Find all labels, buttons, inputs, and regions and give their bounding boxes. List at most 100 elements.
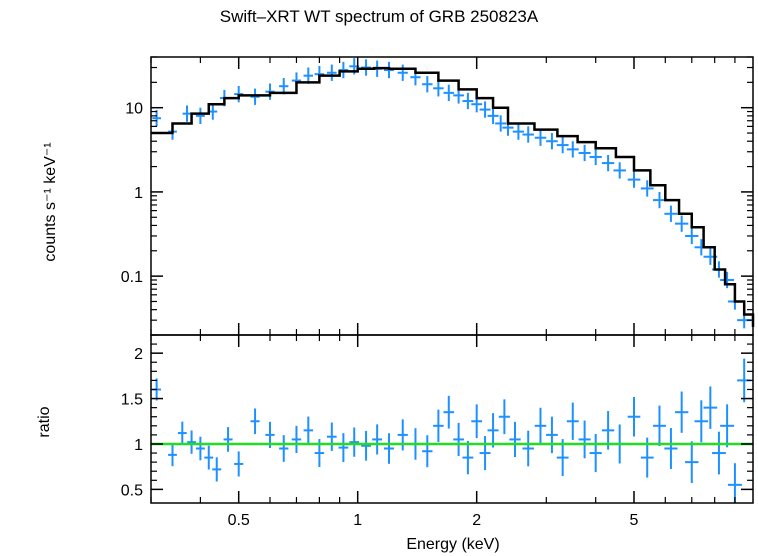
- spectrum-data-point: [601, 154, 615, 172]
- ratio-data-point: [534, 407, 547, 444]
- spectrum-data-point: [479, 101, 491, 118]
- ratio-data-point: [279, 435, 289, 462]
- ratio-data-point: [479, 436, 491, 471]
- spectrum-data-point: [627, 171, 641, 188]
- spectrum-data-point: [522, 126, 534, 143]
- spectrum-model-curve: [151, 66, 755, 327]
- ratio-data-point: [303, 416, 314, 445]
- spectrum-data-point: [462, 92, 474, 110]
- spectrum-data-point: [613, 162, 626, 179]
- spectrum-data-point: [152, 110, 161, 127]
- spectrum-data-point: [664, 205, 678, 222]
- spectrum-data-point: [422, 76, 433, 93]
- ratio-data-point: [664, 428, 678, 469]
- ratio-data-point: [487, 413, 499, 448]
- ratio-data-point: [223, 427, 233, 452]
- ratio-data-point: [546, 416, 558, 454]
- spectrum-data-point: [566, 141, 579, 158]
- ratio-data-point: [234, 451, 244, 477]
- spectrum-data-point: [675, 215, 689, 232]
- ratio-data-point: [212, 457, 222, 482]
- ratio-data-point: [291, 425, 302, 454]
- spectrum-data-point: [546, 133, 558, 150]
- ratio-data-point: [433, 409, 444, 442]
- spectrum-data-point: [487, 107, 499, 125]
- x-tick-label: 2: [472, 512, 481, 529]
- spectrum-frame: [150, 56, 754, 336]
- spectrum-data-point: [534, 129, 547, 146]
- ratio-data-point: [361, 430, 372, 461]
- spectrum-data-point: [338, 61, 349, 79]
- spectrum-data-point: [250, 88, 260, 105]
- ratio-data-point: [522, 430, 534, 467]
- ratio-data-point: [685, 441, 699, 483]
- ratio-data-point: [498, 399, 510, 435]
- spectrum-y-tick-label: 1: [134, 185, 143, 202]
- ratio-data-point: [195, 436, 205, 461]
- spectrum-data-series: [152, 58, 752, 329]
- ratio-data-point: [627, 396, 641, 437]
- spectrum-data-point: [182, 105, 192, 122]
- ratio-data-point: [372, 424, 383, 455]
- ratio-data-point: [556, 439, 569, 477]
- ratio-data-point: [187, 430, 197, 454]
- ratio-data-point: [453, 422, 464, 456]
- ratio-data-point: [652, 405, 666, 447]
- ratio-data-point: [326, 422, 337, 451]
- ratio-data-point: [471, 404, 483, 439]
- axis-ticks: 0.5 1 2 5 0.1 1 10 0.5 1 1.5 2: [121, 56, 753, 529]
- ratio-data-point: [250, 408, 260, 435]
- spectrum-data-point: [443, 84, 455, 102]
- axes-frames: [150, 56, 754, 504]
- ratio-data-point: [566, 402, 579, 440]
- spectrum-data-point: [433, 80, 444, 97]
- ratio-data-point: [509, 421, 521, 458]
- x-tick-label: 0.5: [228, 512, 250, 529]
- ratio-data-point: [712, 431, 726, 475]
- spectrum-data-point: [578, 144, 591, 162]
- spectrum-y-tick-label: 0.1: [121, 269, 143, 286]
- ratio-data-point: [589, 433, 602, 473]
- spectrum-data-point: [383, 61, 395, 79]
- spectrum-data-point: [640, 180, 654, 197]
- spectrum-data-point: [234, 85, 244, 103]
- spectrum-model-line: [151, 66, 755, 327]
- spectrum-data-point: [512, 123, 525, 140]
- ratio-data-point: [675, 391, 689, 433]
- spectrum-data-point: [495, 115, 507, 132]
- ratio-frame: [150, 334, 754, 504]
- ratio-data-point: [168, 443, 177, 467]
- ratio-data-point: [177, 421, 187, 445]
- ratio-data-point: [703, 386, 718, 429]
- ratio-data-point: [204, 445, 214, 470]
- ratio-data-point: [462, 440, 474, 475]
- ratio-data-point: [720, 404, 735, 448]
- ratio-data-point: [443, 395, 455, 429]
- spectrum-data-point: [556, 136, 569, 154]
- ratio-y-tick-label: 2: [134, 346, 143, 363]
- ratio-data-point: [727, 463, 742, 503]
- ratio-y-tick-label: 1: [134, 437, 143, 454]
- ratio-y-tick-label: 1.5: [121, 392, 143, 409]
- spectrum-data-point: [397, 64, 408, 81]
- ratio-data-point: [422, 435, 433, 468]
- spectrum-data-point: [720, 271, 735, 289]
- ratio-data-point: [338, 433, 349, 463]
- spectrum-data-point: [652, 191, 666, 209]
- spectrum-data-point: [589, 148, 602, 166]
- x-axis-label: Energy (keV): [406, 536, 500, 553]
- x-tick-label: 1: [353, 512, 362, 529]
- spectrum-y-tick-label: 10: [125, 101, 143, 118]
- ratio-data-point: [349, 427, 360, 457]
- chart-title: Swift–XRT WT spectrum of GRB 250823A: [219, 7, 539, 26]
- spectrum-data-point: [326, 64, 337, 81]
- ratio-y-tick-label: 0.5: [121, 482, 143, 499]
- ratio-data-point: [578, 420, 591, 459]
- ratio-data-point: [383, 433, 395, 464]
- ratio-data-series: [152, 358, 752, 503]
- spectrum-data-point: [195, 107, 205, 125]
- x-tick-label: 5: [630, 512, 639, 529]
- spectrum-data-point: [685, 227, 699, 245]
- ratio-data-point: [397, 419, 408, 451]
- ratio-data-point: [694, 400, 709, 443]
